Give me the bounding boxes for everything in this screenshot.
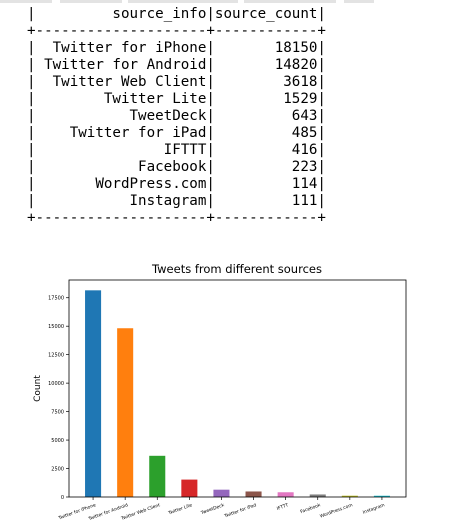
- table-separator: +--------------------+------------+: [27, 23, 326, 39]
- bar-series: [85, 290, 390, 497]
- bar: [245, 491, 262, 497]
- y-axis-ticks: 0 2500 5000 7500 10000 12500 15000 17500: [48, 296, 69, 501]
- plot-frame: [68, 279, 407, 498]
- x-tick-label: Twitter Lite: [167, 502, 194, 517]
- y-axis-label: Count: [33, 375, 43, 402]
- y-tick-label: 2500: [51, 467, 64, 473]
- tweets-by-source-bar-chart: Tweets from different sources Count 0 250…: [33, 262, 407, 522]
- x-tick-label: TweetDeck: [199, 502, 225, 516]
- toolbar-segment: [128, 0, 238, 3]
- toolbar-segment: [60, 0, 122, 3]
- bar: [309, 494, 326, 497]
- top-toolbar-strip: [0, 0, 465, 4]
- bar: [373, 495, 390, 497]
- table-row: | IFTTT| 416|: [27, 142, 326, 158]
- bar: [181, 479, 198, 497]
- y-tick-label: 12500: [48, 353, 64, 359]
- table-row: | Twitter for iPhone| 18150|: [27, 40, 326, 56]
- x-tick-label: Instagram: [362, 502, 386, 515]
- x-tick-label: IFTTT: [276, 502, 289, 512]
- table-row: | WordPress.com| 114|: [27, 176, 326, 192]
- table-row: | Instagram| 111|: [27, 193, 326, 209]
- chart-title: Tweets from different sources: [151, 262, 322, 276]
- y-tick-label: 17500: [48, 296, 64, 302]
- x-tick-label: Twitter for iPad: [223, 502, 258, 519]
- bar: [213, 489, 230, 497]
- source-count-table: | source_info|source_count| +------------…: [27, 6, 326, 227]
- toolbar-segment: [0, 0, 52, 3]
- toolbar-segment: [244, 0, 336, 3]
- bar: [341, 495, 358, 497]
- x-tick-label: Facebook: [299, 502, 321, 515]
- bar: [277, 492, 294, 497]
- table-row: | Twitter Lite| 1529|: [27, 91, 326, 107]
- table-row: | Twitter Web Client| 3618|: [27, 74, 326, 90]
- table-row: | Twitter for Android| 14820|: [27, 57, 326, 73]
- y-tick-label: 5000: [51, 438, 64, 444]
- table-separator: +--------------------+------------+: [27, 210, 326, 226]
- x-tick-label: WordPress.com: [319, 502, 353, 519]
- y-tick-label: 10000: [48, 381, 64, 387]
- y-tick-label: 15000: [48, 324, 64, 330]
- y-tick-label: 0: [61, 495, 64, 501]
- table-row: | Facebook| 223|: [27, 159, 326, 175]
- table-row: | TweetDeck| 643|: [27, 108, 326, 124]
- bar: [149, 455, 166, 497]
- bar: [85, 290, 102, 497]
- table-row: | Twitter for iPad| 485|: [27, 125, 326, 141]
- table-header-row: | source_info|source_count|: [27, 6, 326, 22]
- toolbar-segment: [344, 0, 374, 3]
- y-tick-label: 7500: [51, 410, 64, 416]
- bar: [117, 328, 134, 497]
